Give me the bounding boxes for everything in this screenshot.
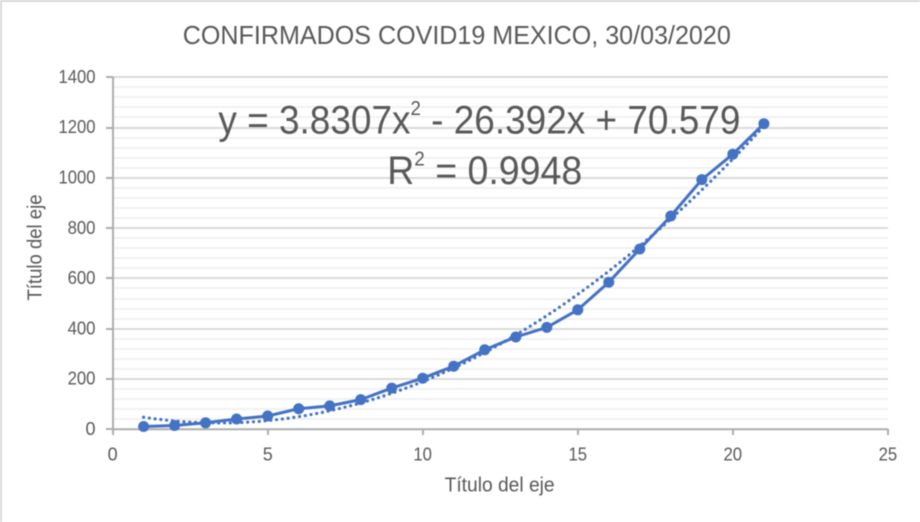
svg-text:5: 5 — [263, 445, 273, 465]
svg-text:1000: 1000 — [59, 168, 96, 188]
svg-text:0: 0 — [85, 419, 95, 439]
svg-text:0: 0 — [108, 445, 118, 465]
svg-text:800: 800 — [68, 218, 96, 238]
svg-text:1400: 1400 — [59, 67, 96, 87]
svg-text:10: 10 — [413, 445, 432, 465]
svg-text:1200: 1200 — [59, 117, 96, 137]
svg-text:y = 3.8307x2 - 26.392x + 70.57: y = 3.8307x2 - 26.392x + 70.579 — [218, 98, 740, 142]
svg-text:400: 400 — [68, 318, 96, 338]
svg-text:CONFIRMADOS COVID19 MEXICO, 30: CONFIRMADOS COVID19 MEXICO, 30/03/2020 — [183, 20, 731, 50]
svg-text:Título del eje: Título del eje — [25, 195, 47, 301]
svg-text:25: 25 — [879, 445, 898, 465]
svg-text:600: 600 — [68, 268, 96, 288]
svg-text:200: 200 — [68, 369, 96, 389]
svg-text:Título del eje: Título del eje — [445, 475, 555, 497]
svg-text:20: 20 — [724, 445, 743, 465]
svg-text:15: 15 — [569, 445, 588, 465]
